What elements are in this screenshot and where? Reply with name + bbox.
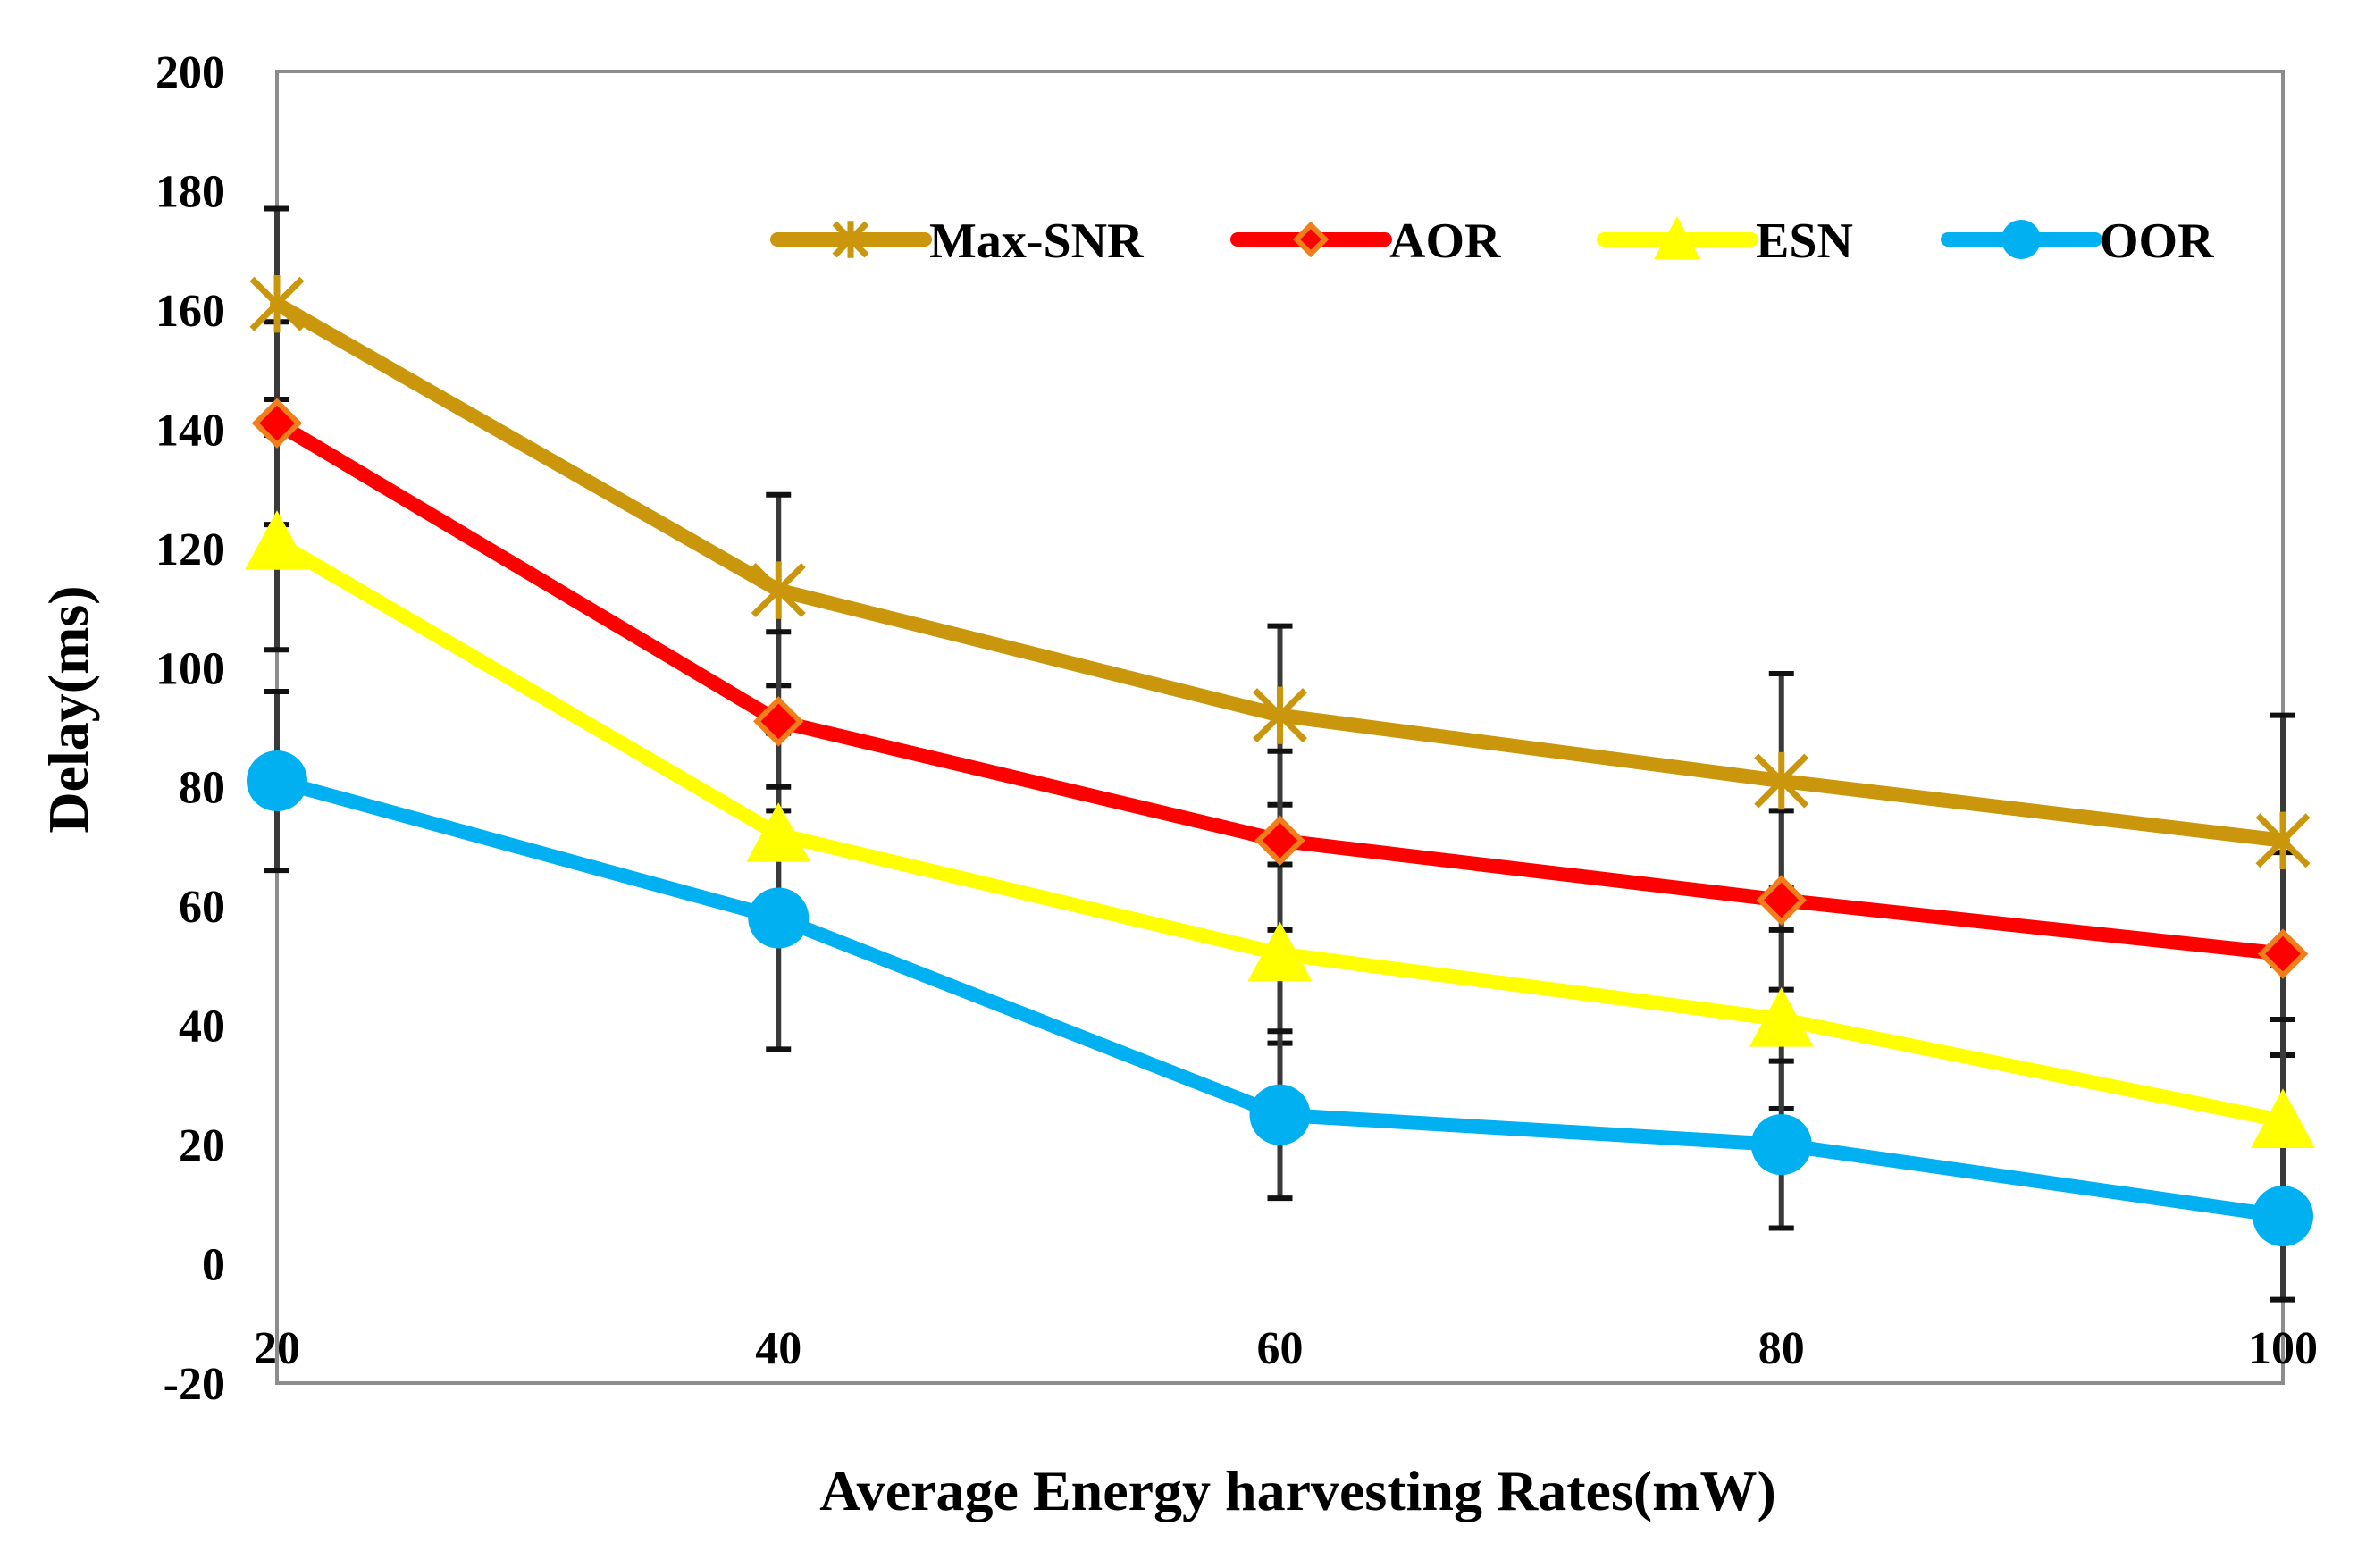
marker-esn xyxy=(245,510,309,570)
marker-shape xyxy=(2257,928,2309,979)
marker-shape xyxy=(245,510,309,570)
marker-shape xyxy=(2001,220,2041,259)
legend-swatch-marker xyxy=(1654,216,1700,260)
marker-shape xyxy=(748,887,810,949)
legend-label: OOR xyxy=(2100,214,2214,269)
marker-shape xyxy=(2253,1186,2313,1247)
marker-shape xyxy=(746,802,811,862)
legend-label: Max-SNR xyxy=(929,214,1144,269)
marker-oor xyxy=(2253,1186,2313,1247)
y-tick-label: 0 xyxy=(202,1240,225,1291)
marker-esn xyxy=(746,802,811,862)
legend-item-max-snr: Max-SNR xyxy=(770,214,1144,269)
legend-item-esn: ESN xyxy=(1597,214,1853,269)
y-tick-label: 80 xyxy=(179,763,225,814)
marker-oor xyxy=(1750,1114,1812,1176)
marker-shape xyxy=(1292,221,1330,258)
series-markers xyxy=(245,275,2315,1247)
marker-shape xyxy=(1750,1114,1812,1176)
marker-shape xyxy=(1249,1084,1311,1145)
y-tick-label: 200 xyxy=(155,47,225,98)
x-tick-label: 80 xyxy=(1758,1323,1805,1374)
y-tick-label: 140 xyxy=(155,405,225,456)
legend-swatch-marker xyxy=(1292,221,1330,258)
marker-aor xyxy=(251,398,303,449)
marker-aor xyxy=(1756,875,1807,926)
marker-max-snr xyxy=(249,275,305,333)
marker-shape xyxy=(753,696,804,747)
marker-aor xyxy=(2257,928,2309,979)
y-tick-label: 60 xyxy=(179,882,225,933)
legend: Max-SNR AOR ESN OOR xyxy=(770,214,2214,269)
marker-shape xyxy=(1654,216,1700,260)
marker-max-snr xyxy=(2255,811,2311,869)
marker-oor xyxy=(748,887,810,949)
marker-esn xyxy=(1247,921,1313,982)
marker-shape xyxy=(251,398,303,449)
y-tick-label: 180 xyxy=(155,166,225,217)
legend-swatch-marker xyxy=(2001,220,2041,259)
legend-label: AOR xyxy=(1389,214,1501,269)
legend-item-aor: AOR xyxy=(1230,214,1501,269)
legend-label: ESN xyxy=(1756,214,1853,269)
marker-shape xyxy=(2251,1088,2315,1148)
marker-oor xyxy=(1249,1084,1311,1145)
marker-shape xyxy=(1749,986,1814,1047)
y-axis-ticks: -20 0 20 40 60 80 100 120 140 160 180 200 xyxy=(155,47,225,1410)
marker-shape xyxy=(1756,875,1807,926)
x-axis-ticks: 20 40 60 80 100 xyxy=(254,1323,2318,1374)
marker-esn xyxy=(1749,986,1814,1047)
marker-shape xyxy=(1254,815,1305,867)
y-tick-label: 120 xyxy=(155,524,225,575)
y-tick-label: 20 xyxy=(179,1120,225,1171)
x-tick-label: 40 xyxy=(755,1323,801,1374)
marker-oor xyxy=(247,750,307,812)
y-tick-label: 160 xyxy=(155,286,225,337)
y-tick-label: 100 xyxy=(155,643,225,694)
y-tick-label: -20 xyxy=(164,1359,225,1410)
marker-aor xyxy=(753,696,804,747)
y-axis-title: Delay(ms) xyxy=(37,585,100,833)
legend-swatch-marker xyxy=(832,221,869,258)
x-axis-title: Average Energy harvesting Rates(mW) xyxy=(819,1459,1776,1522)
x-tick-label: 20 xyxy=(254,1323,300,1374)
marker-esn xyxy=(2251,1088,2315,1148)
legend-item-oor: OOR xyxy=(1941,214,2214,269)
y-tick-label: 40 xyxy=(179,1002,225,1052)
marker-max-snr xyxy=(1754,751,1809,810)
x-tick-label: 100 xyxy=(2248,1323,2318,1374)
marker-max-snr xyxy=(751,561,806,619)
marker-shape xyxy=(1247,921,1313,982)
marker-shape xyxy=(247,750,307,812)
marker-aor xyxy=(1254,815,1305,867)
marker-max-snr xyxy=(1253,686,1307,744)
x-tick-label: 60 xyxy=(1257,1323,1304,1374)
